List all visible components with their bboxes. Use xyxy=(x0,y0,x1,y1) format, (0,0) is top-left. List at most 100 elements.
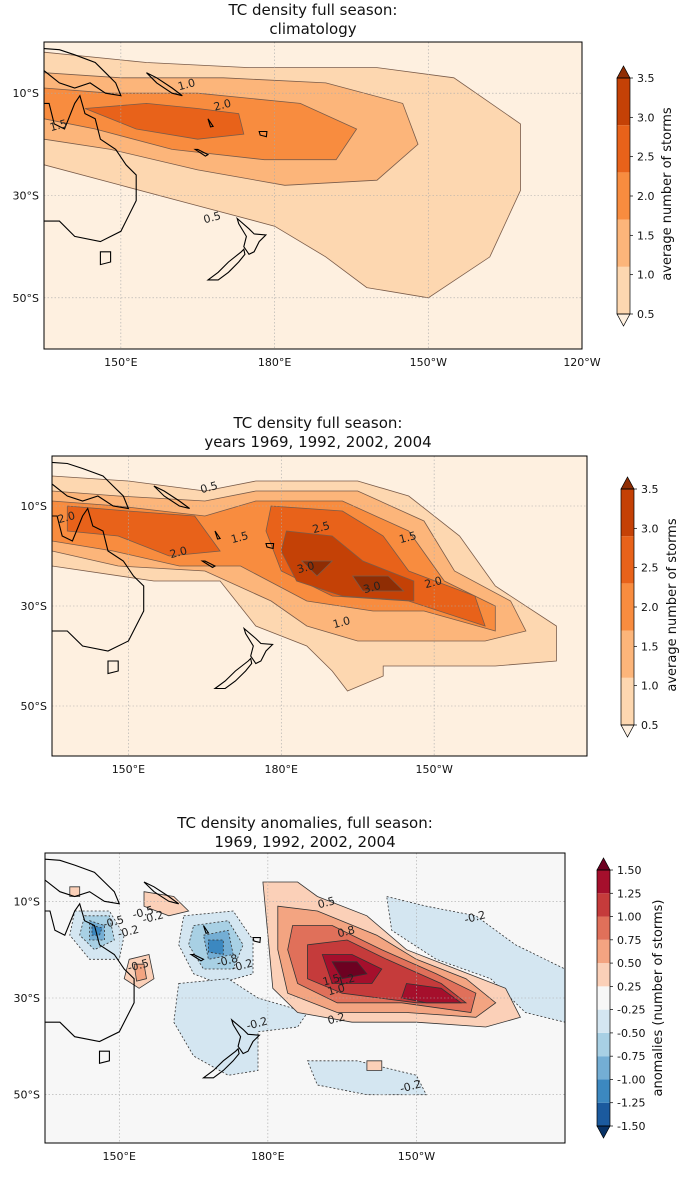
contour-region xyxy=(386,895,565,1023)
colorbar-frame xyxy=(596,869,611,1127)
contour-region xyxy=(84,102,245,140)
colorbar-segment xyxy=(617,78,630,126)
colorbar: -1.50 -1.25 -1.00 -0.75 -0.50 -0.25 0.25 0.50 0.… xyxy=(596,857,645,1139)
contour-region xyxy=(366,1060,383,1071)
colorbar-segment xyxy=(597,870,610,894)
map-plot: 0.5 2.0 2.0 1.5 2.5 3.0 3.0 1.5 2.0 1.0 150°E 180°E… xyxy=(21,455,588,776)
panel-subtitle: climatology xyxy=(269,20,356,38)
colorbar-label: average number of storms xyxy=(660,107,675,280)
panel-title: TC density full season: xyxy=(228,1,398,19)
colorbar-tick-label: 1.00 xyxy=(617,911,642,924)
contour-label: 2.5 xyxy=(311,519,331,536)
coastline xyxy=(52,461,130,510)
colorbar-tick-label: -0.75 xyxy=(617,1050,645,1063)
x-tick-label: 150°E xyxy=(104,356,137,369)
colorbar-segment xyxy=(597,939,610,964)
y-tick-label: 30°S xyxy=(13,190,39,203)
colorbar-tick-label: 3.0 xyxy=(641,522,659,535)
colorbar-tick-label: 1.5 xyxy=(637,229,655,242)
contour-label: 2.0 xyxy=(56,509,76,526)
contour-label: 0.5 xyxy=(202,209,222,226)
contour-label: 0.5 xyxy=(316,894,336,911)
contour-label: -0.2 xyxy=(245,1015,269,1033)
colorbar-tick-label: 0.75 xyxy=(617,934,642,947)
coastline xyxy=(189,953,205,962)
colorbar-label: average number of storms xyxy=(665,518,680,691)
contour-region xyxy=(69,886,81,897)
contour-label: 1.5 xyxy=(321,972,341,989)
colorbar-label: anomalies (number of storms) xyxy=(651,900,666,1097)
plot-frame xyxy=(51,455,588,757)
contour-label: 1.0 xyxy=(331,614,351,631)
contour-label: 1.0 xyxy=(176,76,196,93)
coastline xyxy=(52,507,145,652)
contour-region xyxy=(91,924,103,936)
coastline xyxy=(98,1050,110,1065)
contour-label: 1.5 xyxy=(48,117,68,134)
contour-region xyxy=(143,891,190,917)
coastline xyxy=(258,130,268,138)
plot-frame xyxy=(44,852,566,1144)
colorbar-tick-label: 1.0 xyxy=(637,269,655,282)
colorbar-tick-label: 2.5 xyxy=(641,562,659,575)
colorbar-segment xyxy=(617,125,630,173)
colorbar-tick-label: 3.5 xyxy=(641,483,659,496)
contour-label: 2.0 xyxy=(168,544,188,561)
colorbar-extend-min xyxy=(596,1125,611,1139)
colorbar-tick-label: 1.0 xyxy=(641,680,659,693)
x-tick-label: 180°E xyxy=(265,763,298,776)
contour-label: -0.2 xyxy=(399,1077,423,1095)
coastline xyxy=(44,94,137,243)
x-tick-label: 150°W xyxy=(415,763,452,776)
colorbar-tick-label: 0.25 xyxy=(617,980,642,993)
panel-subtitle: 1969, 1992, 2002, 2004 xyxy=(214,833,395,851)
colorbar: 0.5 1.0 1.5 2.0 2.5 3.0 3.5 xyxy=(616,65,655,327)
contour-label: 0.2 xyxy=(326,1010,346,1027)
colorbar-tick-label: -1.50 xyxy=(617,1120,645,1133)
colorbar-segment xyxy=(617,172,630,220)
colorbar-segment xyxy=(597,1079,610,1103)
panel-title: TC density full season: xyxy=(233,414,403,432)
y-tick-label: 50°S xyxy=(14,1089,40,1102)
colorbar-extend-max xyxy=(616,65,631,79)
colorbar-tick-label: -1.00 xyxy=(617,1073,645,1086)
colorbar-extend-min xyxy=(620,724,635,738)
colorbar-tick-label: -1.25 xyxy=(617,1097,645,1110)
x-tick-label: 150°E xyxy=(103,1150,136,1163)
contour-label: -0.8 xyxy=(215,952,239,970)
y-tick-label: 10°S xyxy=(14,895,40,908)
coastline xyxy=(206,248,246,281)
contour-region xyxy=(331,961,368,980)
contour-region xyxy=(351,575,405,592)
coastline xyxy=(143,881,180,905)
colorbar-segment xyxy=(597,963,610,987)
contour-label: -0.5 xyxy=(131,903,155,921)
plot-contents: -0.5-0.2-0.5-0.5-0.2-0.8-0.2-0.20.50.81.… xyxy=(45,853,565,1143)
colorbar-segment xyxy=(617,219,630,267)
colorbar-segment xyxy=(621,583,634,631)
contour-label: 0.8 xyxy=(336,923,356,940)
coastline xyxy=(214,530,222,540)
colorbar-segment xyxy=(621,536,634,584)
coastline xyxy=(200,560,217,569)
contour-label: 2.0 xyxy=(212,97,232,114)
panel-subtitle: years 1969, 1992, 2002, 2004 xyxy=(204,433,431,451)
coastline xyxy=(230,1018,261,1055)
coastline xyxy=(213,657,253,690)
map-plot: 1.0 2.0 1.5 0.5 150°E 180°E 150°W 120°W 10°S 30°S… xyxy=(13,41,601,369)
colorbar-tick-label: -0.25 xyxy=(617,1004,645,1017)
colorbar-tick-label: 0.5 xyxy=(637,308,655,321)
x-tick-label: 180°E xyxy=(258,356,291,369)
colorbar: 0.5 1.0 1.5 2.0 2.5 3.0 3.5 xyxy=(620,476,659,738)
y-tick-label: 10°S xyxy=(21,500,47,513)
plot-contents: 1.0 2.0 1.5 0.5 xyxy=(44,42,582,349)
contour-region xyxy=(208,939,224,955)
contour-label: -0.2 xyxy=(141,908,165,926)
contour-label: -0.2 xyxy=(463,908,487,926)
colorbar-tick-label: 1.50 xyxy=(617,864,642,877)
colorbar-extend-min xyxy=(616,313,631,327)
colorbar-tick-label: -0.50 xyxy=(617,1027,645,1040)
colorbar-tick-label: 1.5 xyxy=(641,640,659,653)
colorbar-segment xyxy=(597,1056,610,1080)
